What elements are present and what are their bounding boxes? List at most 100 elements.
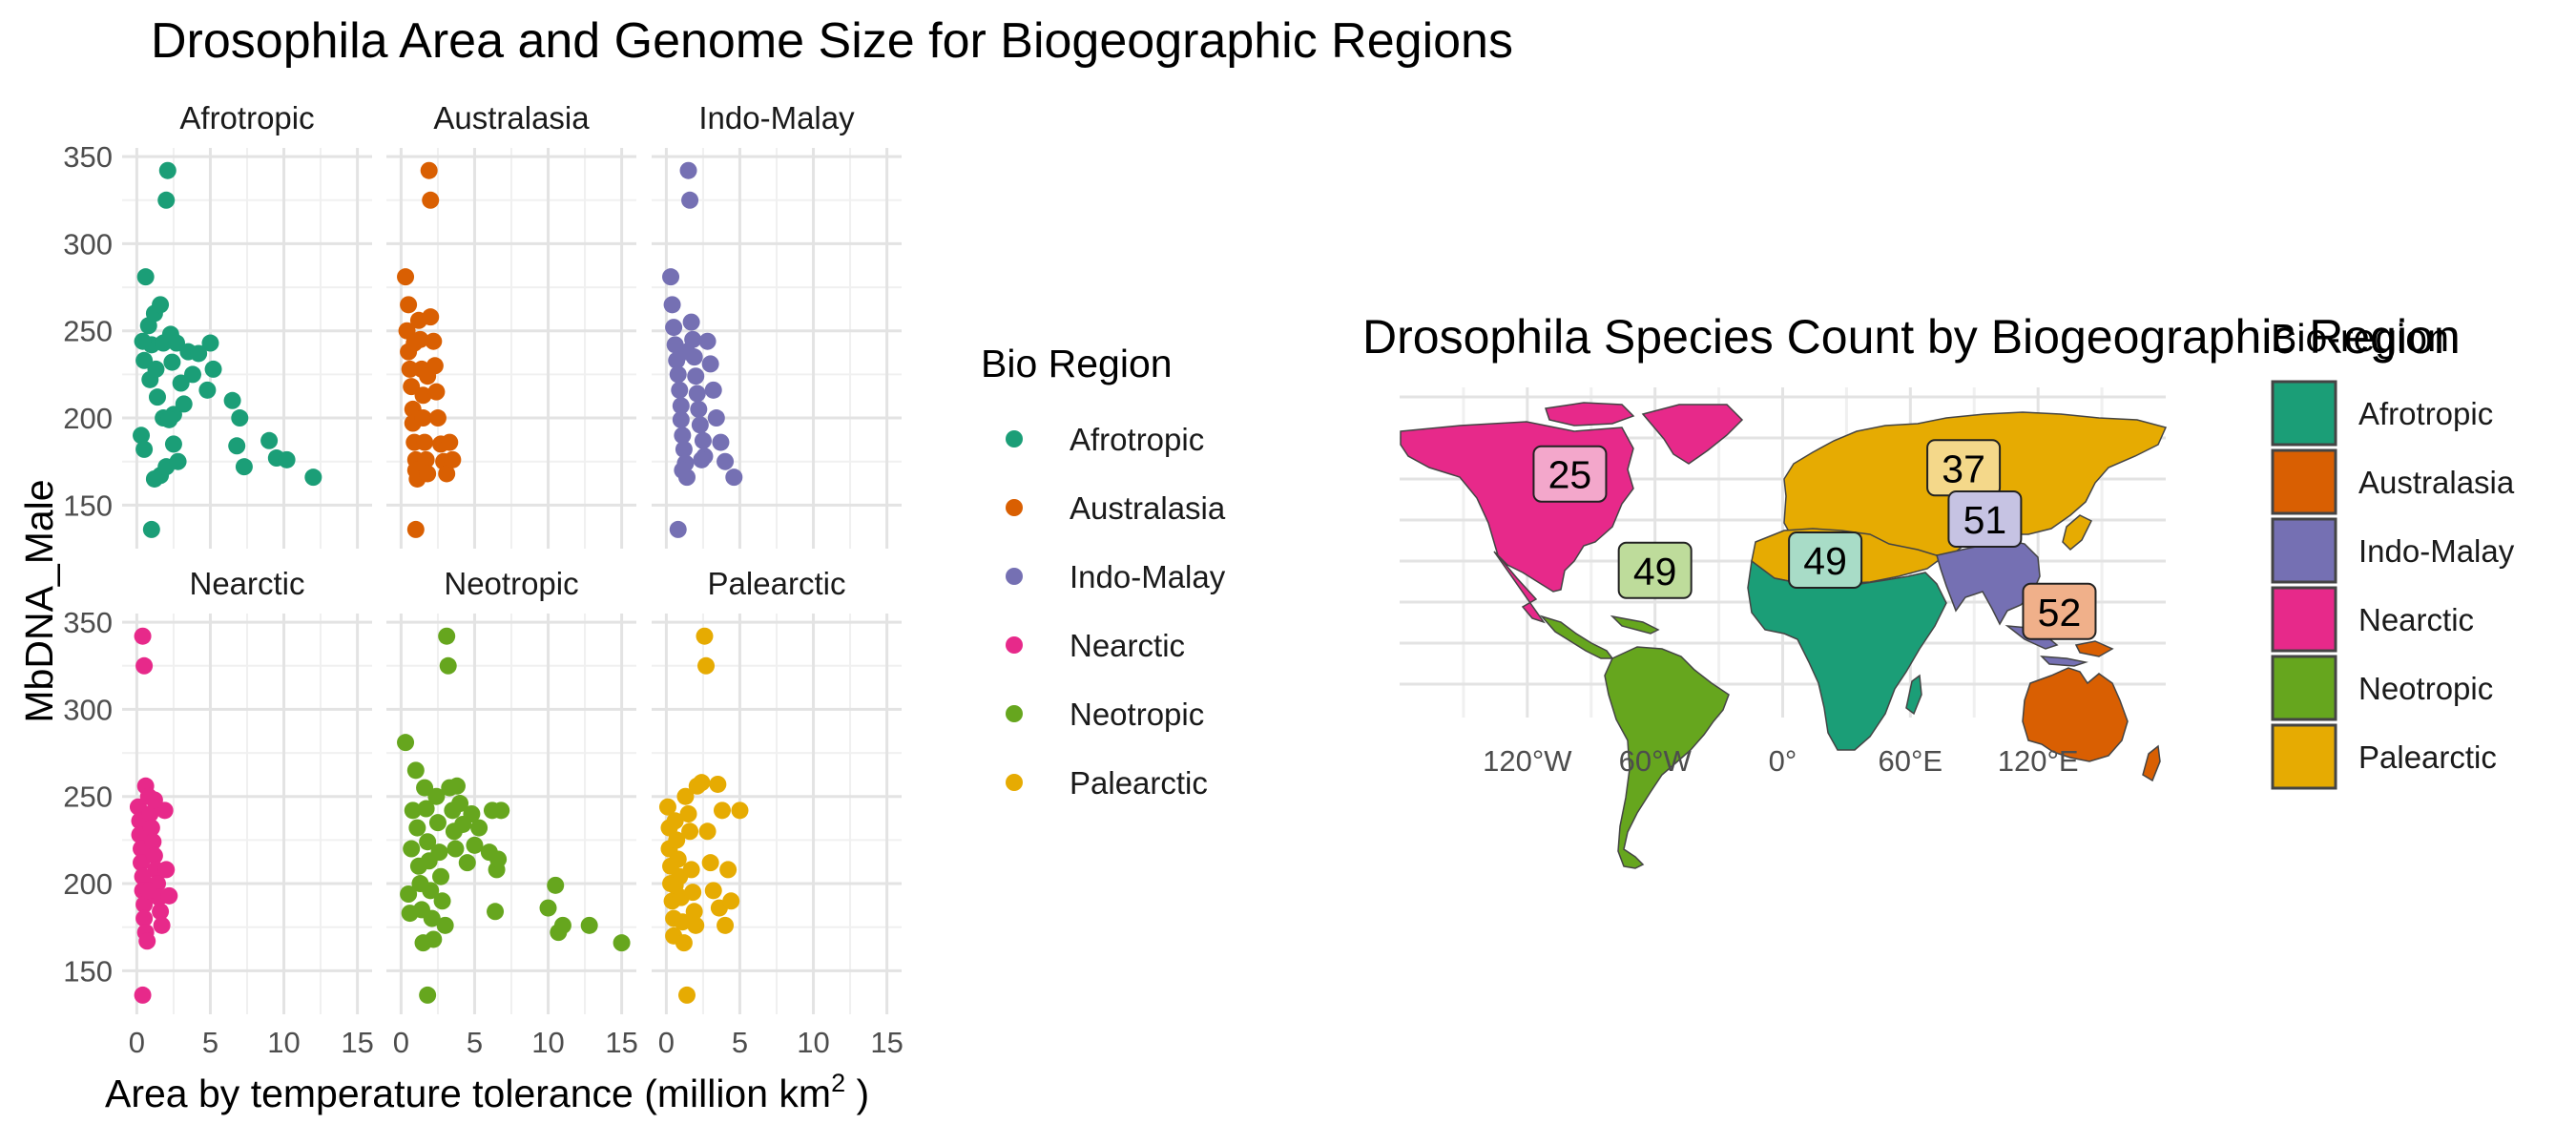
data-point xyxy=(133,427,151,445)
data-point xyxy=(419,465,437,483)
data-point xyxy=(687,916,705,934)
data-point xyxy=(420,161,438,179)
map-legend-swatch xyxy=(2271,380,2337,447)
x-tick-label: 15 xyxy=(870,1026,903,1059)
map-legend-title: Bio-region xyxy=(2271,316,2449,360)
map-legend: Bio-region Afrotropic Australasia Indo-Mal… xyxy=(2271,316,2515,790)
x-tick-label: 0 xyxy=(658,1026,675,1059)
legend-item-australasia: Australasia xyxy=(1006,490,1226,526)
map-legend-item-label: Indo-Malay xyxy=(2358,533,2515,569)
data-point xyxy=(414,386,432,405)
region-australasia xyxy=(2022,640,2161,782)
data-point xyxy=(701,854,719,872)
data-point xyxy=(135,440,154,458)
region-neotropic xyxy=(1539,614,1730,869)
legend-item-label: Indo-Malay xyxy=(1070,559,1226,594)
data-point xyxy=(406,761,425,780)
data-point xyxy=(231,409,249,427)
facet-palearctic: Palearctic 0 5 10 15 xyxy=(652,566,904,1059)
legend-item-indo-malay: Indo-Malay xyxy=(1006,559,1226,594)
data-point xyxy=(153,916,171,934)
data-point xyxy=(439,656,457,675)
x-tick-label: 0 xyxy=(393,1026,409,1059)
data-point xyxy=(163,353,181,371)
data-point xyxy=(717,916,735,934)
data-point xyxy=(427,787,446,805)
data-point xyxy=(672,410,690,428)
count-label-text: 49 xyxy=(1633,550,1677,593)
data-point xyxy=(142,520,160,538)
map-legend-item-afrotropic: Afrotropic xyxy=(2271,380,2493,447)
map-legend-items: Afrotropic Australasia Indo-Malay Nearctic N… xyxy=(2271,380,2515,790)
map-legend-item-australasia: Australasia xyxy=(2271,448,2515,515)
data-point xyxy=(427,383,446,401)
data-point xyxy=(235,458,253,476)
count-label-neotropic: 49 xyxy=(1617,541,1693,599)
data-point xyxy=(707,409,725,427)
data-point xyxy=(671,381,689,399)
x-tick-label: 5 xyxy=(732,1026,748,1059)
data-point xyxy=(698,332,717,350)
data-point xyxy=(135,656,154,675)
data-point xyxy=(428,409,447,427)
map-lon-tick-label: 120°E xyxy=(1998,744,2079,778)
data-point xyxy=(400,885,418,903)
data-point xyxy=(684,884,702,902)
data-point xyxy=(134,332,152,350)
data-point xyxy=(169,452,187,470)
data-point xyxy=(458,854,476,872)
arctic-islands-shape xyxy=(1545,402,1635,427)
data-point xyxy=(451,795,469,813)
caribbean-shape xyxy=(1610,614,1660,635)
x-tick-label: 10 xyxy=(267,1026,300,1059)
data-point xyxy=(539,899,557,917)
x-tick-label: 10 xyxy=(531,1026,564,1059)
map-lon-tick-label: 60°W xyxy=(1619,744,1693,778)
data-point xyxy=(204,360,222,378)
data-point xyxy=(198,381,217,399)
data-point xyxy=(425,332,443,350)
data-point xyxy=(447,840,465,858)
legend-key-dot xyxy=(1006,568,1023,585)
facet-strip-label: Palearctic xyxy=(708,566,846,601)
data-point xyxy=(466,836,484,854)
data-point xyxy=(408,819,426,837)
data-point xyxy=(492,802,510,820)
data-point xyxy=(433,892,451,910)
data-point xyxy=(682,861,700,879)
data-point xyxy=(141,805,159,822)
data-point xyxy=(133,854,151,872)
count-label-box xyxy=(1788,531,1863,589)
map-legend-item-label: Australasia xyxy=(2358,465,2515,500)
data-point xyxy=(697,656,716,675)
data-point xyxy=(666,812,684,830)
data-point xyxy=(419,986,437,1004)
data-point xyxy=(438,627,456,645)
map-title: Drosophila Species Count by Biogeographi… xyxy=(1362,310,2461,364)
map-legend-item-label: Neotropic xyxy=(2358,671,2493,706)
data-point xyxy=(693,450,711,468)
data-point xyxy=(547,876,565,894)
legend-item-palearctic: Palearctic xyxy=(1006,765,1208,801)
data-point xyxy=(157,191,176,209)
new-zealand-shape xyxy=(2142,744,2161,782)
data-point xyxy=(663,296,681,314)
main-title: Drosophila Area and Genome Size for Biog… xyxy=(151,13,1513,69)
data-point xyxy=(668,831,686,849)
data-point xyxy=(694,431,712,449)
x-axis-title: Area by temperature tolerance (million k… xyxy=(105,1069,869,1115)
data-point xyxy=(696,627,714,645)
legend-item-label: Australasia xyxy=(1070,490,1226,526)
map-legend-item-label: Afrotropic xyxy=(2358,396,2493,431)
data-point xyxy=(172,374,190,392)
x-axis-title-main: Area by temperature tolerance (million k… xyxy=(105,1072,831,1115)
data-point xyxy=(175,395,193,413)
facet-afrotropic: Afrotropic 150 200 250 300 350 xyxy=(63,100,372,549)
data-point xyxy=(135,351,154,369)
data-point xyxy=(223,391,241,409)
count-label-text: 51 xyxy=(1963,498,2007,542)
y-tick-label: 150 xyxy=(63,954,113,988)
count-label-australasia: 52 xyxy=(2022,582,2097,640)
